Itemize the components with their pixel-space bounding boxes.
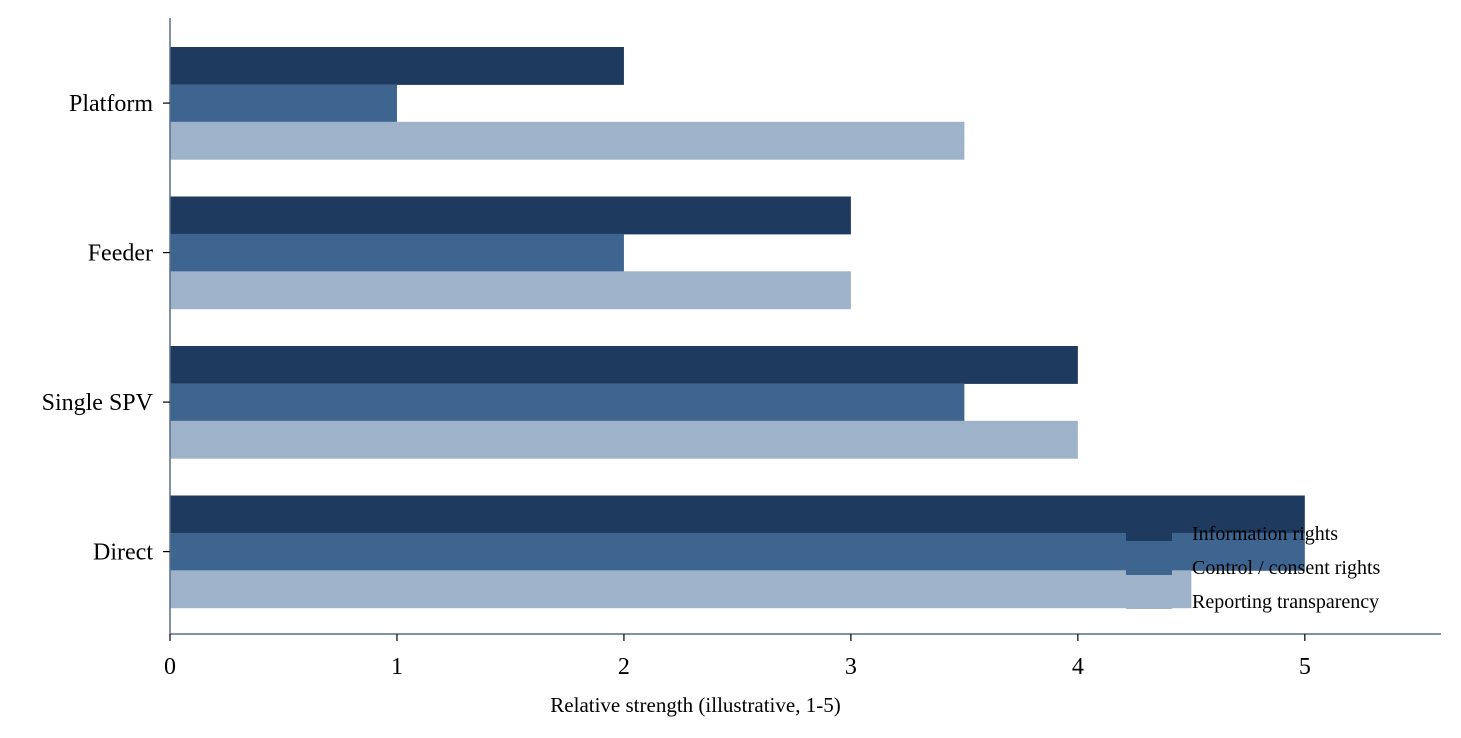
legend-swatch-information-rights [1126, 524, 1172, 541]
bar-single-spv-information-rights [170, 346, 1078, 384]
bar-feeder-reporting-transparency [170, 271, 851, 310]
x-tick-label: 5 [1299, 654, 1311, 680]
y-tick-label-single-spv: Single SPV [42, 390, 154, 416]
x-tick-label: 1 [391, 654, 403, 680]
x-tick-label: 2 [618, 654, 630, 680]
bar-feeder-information-rights [170, 196, 851, 235]
bar-direct-reporting-transparency [170, 570, 1192, 609]
x-tick-label: 4 [1072, 654, 1084, 680]
bars-layer [170, 47, 1305, 609]
x-axis-title: Relative strength (illustrative, 1-5) [550, 693, 840, 717]
bar-single-spv-reporting-transparency [170, 420, 1078, 459]
bar-platform-control-consent-rights [170, 84, 397, 123]
bar-direct-control-consent-rights [170, 532, 1305, 571]
bar-single-spv-control-consent-rights [170, 383, 965, 422]
bar-platform-reporting-transparency [170, 121, 965, 160]
y-tick-label-direct: Direct [93, 540, 153, 566]
y-tick-label-feeder: Feeder [88, 241, 153, 267]
legend-swatch-control-consent-rights [1126, 558, 1172, 575]
bar-direct-information-rights [170, 495, 1305, 534]
bar-feeder-control-consent-rights [170, 233, 624, 272]
legend-label-reporting-transparency: Reporting transparency [1192, 591, 1379, 613]
legend: Information rights Control / consent righ… [1126, 523, 1381, 613]
legend-label-information-rights: Information rights [1192, 523, 1338, 545]
axes-layer: 0 1 2 3 4 5 Direct Single SPV Feeder Platform [42, 18, 1441, 680]
legend-swatch-reporting-transparency [1126, 592, 1172, 609]
legend-label-control-consent-rights: Control / consent rights [1192, 557, 1381, 579]
bar-platform-information-rights [170, 47, 624, 85]
x-tick-label: 0 [164, 654, 176, 680]
x-tick-label: 3 [845, 654, 857, 680]
y-tick-label-platform: Platform [69, 91, 153, 117]
